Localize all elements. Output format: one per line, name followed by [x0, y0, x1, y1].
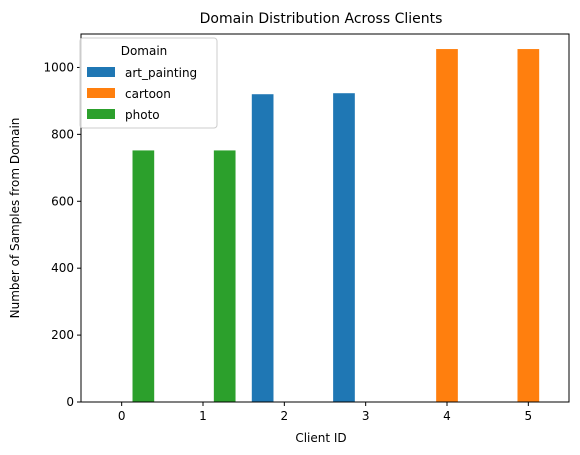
legend-label-cartoon: cartoon — [125, 87, 171, 101]
bar-photo-client-0 — [132, 150, 155, 402]
x-tick-label: 3 — [362, 409, 370, 423]
x-axis-ticks: 0 1 2 3 4 5 — [118, 402, 532, 423]
x-tick-label: 0 — [118, 409, 126, 423]
bar-cartoon-client-5 — [517, 49, 540, 403]
y-tick-label: 200 — [51, 328, 74, 342]
x-tick-label: 1 — [199, 409, 207, 423]
bar-cartoon-client-4 — [436, 49, 458, 403]
legend-swatch-photo — [87, 109, 115, 119]
y-tick-label: 800 — [51, 127, 74, 141]
legend-label-photo: photo — [125, 108, 160, 122]
x-tick-label: 4 — [443, 409, 451, 423]
x-tick-label: 5 — [525, 409, 533, 423]
legend-swatch-cartoon — [87, 88, 115, 98]
legend-frame — [79, 37, 218, 129]
x-axis-label: Client ID — [295, 431, 346, 445]
y-tick-label: 600 — [51, 194, 74, 208]
bars-group — [132, 49, 540, 403]
bar-photo-client-1 — [213, 150, 236, 402]
plot-frame — [80, 33, 570, 403]
legend-swatch-art_painting — [87, 67, 115, 77]
y-tick-label: 1000 — [43, 60, 74, 74]
y-axis-label: Number of Samples from Domain — [8, 118, 22, 319]
x-tick-label: 2 — [281, 409, 289, 423]
chart-title: Domain Distribution Across Clients — [200, 11, 443, 27]
y-tick-label: 0 — [66, 395, 74, 409]
bar-art_painting-client-3 — [333, 93, 355, 403]
legend-title: Domain — [121, 44, 168, 58]
y-axis-ticks: 0 200 400 600 800 1000 — [43, 60, 81, 409]
y-tick-label: 400 — [51, 261, 74, 275]
legend-label-art_painting: art_painting — [125, 66, 197, 80]
bar-art_painting-client-2 — [251, 94, 274, 402]
